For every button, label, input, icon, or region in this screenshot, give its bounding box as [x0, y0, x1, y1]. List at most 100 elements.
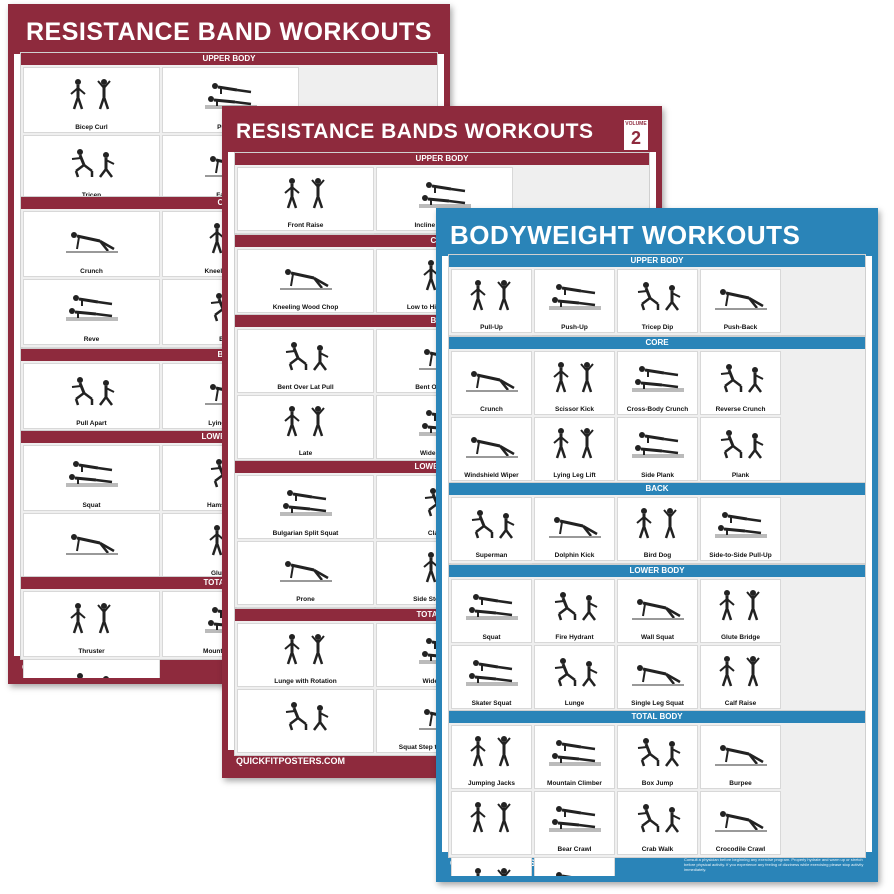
exercise-figure	[279, 560, 332, 582]
exercise-label: Crocodile Crawl	[715, 846, 766, 853]
exercise-figure	[469, 279, 511, 311]
exercise-figure	[554, 657, 597, 687]
exercise-label: Cross-Body Crunch	[626, 406, 689, 413]
exercise-figure	[465, 436, 518, 458]
exercise-card-front-raise: Front Raise	[237, 167, 374, 231]
exercise-label: Bulgarian Split Squat	[272, 530, 339, 537]
exercise-card-wall-squat: Wall Squat	[617, 579, 698, 643]
exercise-label: Late	[298, 450, 313, 457]
exercise-card-bulgarian-split-squat: Bulgarian Split Squat	[237, 475, 374, 539]
exercise-label: Prone	[296, 596, 315, 603]
volume-badge: VOLUME 2	[622, 118, 650, 152]
exercise-figure	[76, 672, 109, 678]
section-back: BACK Superman Dolphin Kick Bird Dog Side-to-…	[448, 482, 866, 627]
exercise-card-blank	[451, 791, 532, 855]
exercise-figure	[279, 268, 332, 290]
section-title: LOWER BODY	[449, 565, 865, 577]
exercise-card-bird-dog: Bird Dog	[617, 497, 698, 561]
exercise-figure	[65, 231, 118, 253]
exercise-figure	[71, 376, 114, 406]
exercise-label: Crunch	[80, 268, 103, 275]
exercise-card-lunge-with-rotation: Lunge with Rotation	[237, 623, 374, 687]
exercise-figure	[720, 429, 763, 459]
exercise-figure	[714, 810, 767, 832]
exercise-figure	[65, 460, 118, 487]
exercise-card-reve: Reve	[23, 279, 160, 345]
section-core: CORE Crunch Scissor Kick Cross-Body Crunch R…	[448, 336, 866, 547]
exercise-figure	[635, 507, 677, 539]
exercise-label: Bird Dog	[643, 552, 672, 559]
exercise-label: Bear Crawl	[557, 846, 592, 853]
exercise-card-kneeling-wood-chop: Kneeling Wood Chop	[237, 249, 374, 313]
exercise-label: Push-Back	[723, 324, 758, 331]
exercise-figure	[69, 602, 111, 633]
exercise-label: Dolphin Kick	[554, 552, 595, 559]
exercise-figure	[637, 281, 680, 311]
exercise-card-side-to-side-pull-up: Side-to-Side Pull-Up	[700, 497, 781, 561]
exercise-figure	[469, 801, 511, 833]
exercise-label: Reverse Crunch	[715, 406, 766, 413]
exercise-figure	[285, 341, 328, 371]
exercise-card-pull: Pull	[23, 659, 160, 678]
exercise-label: Tricep	[24, 192, 159, 199]
exercise-figure	[548, 516, 601, 538]
exercise-label: Mountain Climber	[547, 780, 602, 787]
exercise-figure	[69, 78, 111, 109]
poster1-title: RESISTANCE BAND WORKOUTS	[14, 10, 444, 54]
exercise-card-box-jump: Box Jump	[617, 725, 698, 789]
section-title: UPPER BODY	[449, 255, 865, 267]
exercise-figure	[465, 370, 518, 392]
exercise-figure	[283, 405, 325, 437]
exercise-label: Skater Squat	[471, 700, 512, 707]
section-upper-body: UPPER BODY Pull-Up Push-Up Tricep Dip Push-B…	[448, 254, 866, 399]
exercise-figure	[552, 427, 594, 459]
exercise-figure	[71, 148, 114, 178]
exercise-label: Wall Squat	[641, 634, 674, 641]
exercise-figure	[65, 294, 118, 321]
exercise-label: Jumping Jacks	[468, 780, 515, 787]
exercise-card-push-up-w-extension: Push-Up w/ Extension	[534, 857, 615, 876]
exercise-label: Bent Over Lat Pull	[277, 384, 334, 391]
exercise-card-jumping-jacks: Jumping Jacks	[451, 725, 532, 789]
section-title: UPPER BODY	[21, 53, 437, 65]
exercise-label: Burpee	[729, 780, 752, 787]
section-title: UPPER BODY	[235, 153, 649, 165]
section-title: TOTAL BODY	[449, 711, 865, 723]
exercise-label: Squat	[82, 502, 101, 509]
exercise-card-pull-up: Pull-Up	[451, 269, 532, 333]
exercise-card-pull-apart: Pull Apart	[23, 363, 160, 429]
exercise-card-superman: Superman	[451, 497, 532, 561]
exercise-card-squat: Squat	[23, 445, 160, 511]
exercise-card-fire-hydrant: Fire Hydrant	[534, 579, 615, 643]
exercise-figure	[631, 431, 684, 458]
exercise-label: Fire Hydrant	[555, 634, 594, 641]
exercise-figure	[555, 871, 573, 876]
exercise-label: Pull Apart	[76, 420, 107, 427]
exercise-card-dolphin-kick: Dolphin Kick	[534, 497, 615, 561]
exercise-figure	[637, 803, 680, 833]
section-title: CORE	[449, 337, 865, 349]
exercise-card-side-plank: Side Plank	[617, 417, 698, 481]
exercise-figure	[548, 739, 601, 766]
exercise-figure	[631, 664, 684, 686]
exercise-figure	[552, 361, 594, 393]
exercise-card-bicep-curl: Bicep Curl	[23, 67, 160, 133]
exercise-figure	[720, 363, 763, 393]
exercise-label: Box Jump	[641, 780, 674, 787]
exercise-card-tricep-dip: Tricep Dip	[617, 269, 698, 333]
exercise-figure	[474, 867, 511, 876]
exercise-card-crocodile-crawl: Crocodile Crawl	[700, 791, 781, 855]
exercise-card-crab-walk: Crab Walk	[617, 791, 698, 855]
exercise-figure	[714, 744, 767, 766]
exercise-card-blank	[237, 689, 374, 753]
exercise-label: Crab Walk	[641, 846, 674, 853]
exercise-card-windshield-wiper: Windshield Wiper	[451, 417, 532, 481]
exercise-label: Bicep Curl	[75, 124, 108, 131]
exercise-label: Calf Raise	[724, 700, 757, 707]
volume-number: 2	[630, 128, 641, 148]
exercise-card-late: Late	[237, 395, 374, 459]
exercise-card-glute-bridge: Glute Bridge	[700, 579, 781, 643]
exercise-card-reverse-crunch: Reverse Crunch	[700, 351, 781, 415]
poster-bodyweight-workouts: BODYWEIGHT WORKOUTS QUICKFITPOSTERS.COM …	[436, 208, 878, 882]
exercise-label: Scissor Kick	[554, 406, 595, 413]
